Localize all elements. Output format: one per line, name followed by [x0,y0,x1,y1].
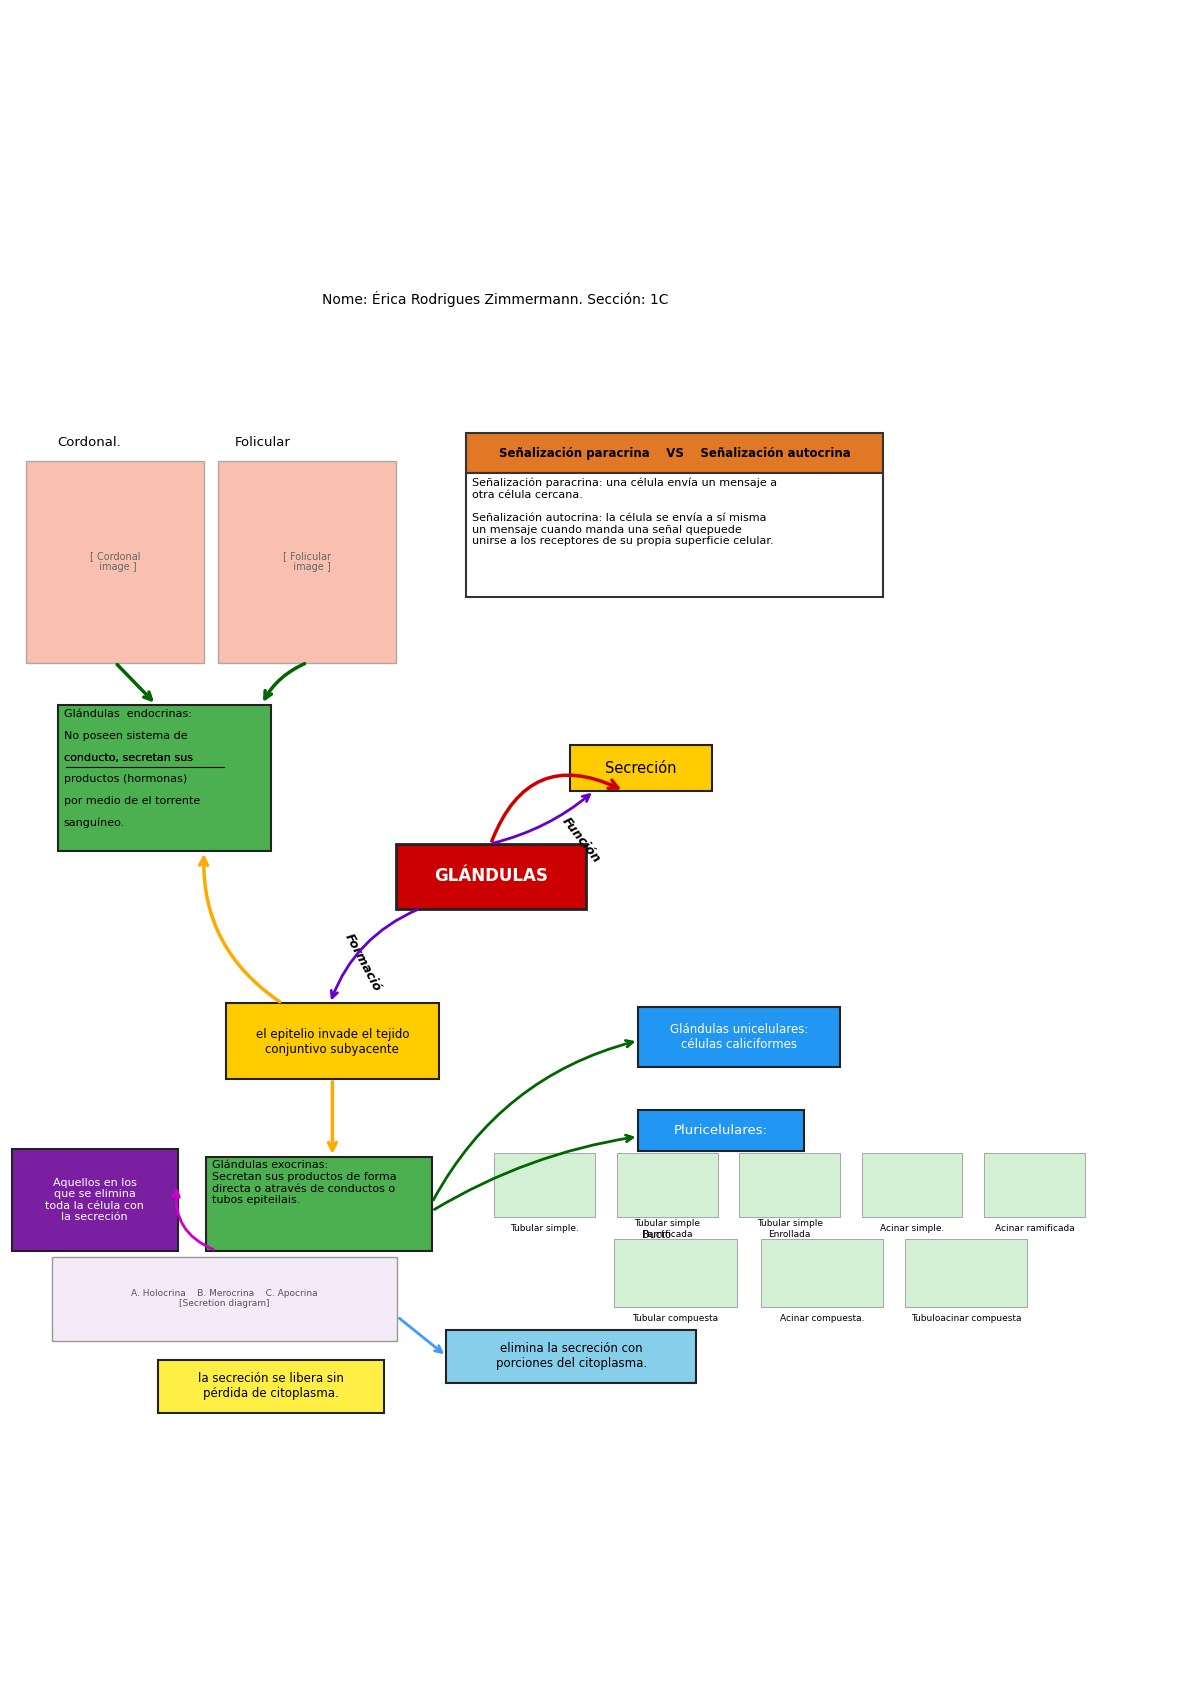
FancyBboxPatch shape [396,843,586,908]
FancyBboxPatch shape [494,1154,595,1217]
FancyBboxPatch shape [26,462,204,662]
FancyBboxPatch shape [905,1239,1027,1307]
FancyBboxPatch shape [226,1003,439,1079]
Text: Tubular simple
Ramificada: Tubular simple Ramificada [635,1218,701,1239]
Text: GLÁNDULAS: GLÁNDULAS [434,867,547,886]
FancyBboxPatch shape [570,745,712,791]
Text: Pluricelulares:: Pluricelulares: [674,1123,768,1137]
FancyBboxPatch shape [614,1239,737,1307]
Text: el epitelio invade el tejido
conjuntivo subyacente: el epitelio invade el tejido conjuntivo … [256,1028,409,1056]
FancyBboxPatch shape [862,1154,962,1217]
Text: A. Holocrina    B. Merocrina    C. Apocrina
[Secretion diagram]: A. Holocrina B. Merocrina C. Apocrina [S… [131,1288,318,1308]
FancyBboxPatch shape [158,1359,384,1412]
FancyBboxPatch shape [617,1154,718,1217]
Text: conducto, secretan sus: conducto, secretan sus [64,752,192,762]
FancyBboxPatch shape [739,1154,840,1217]
FancyBboxPatch shape [466,473,883,597]
Text: Acinar simple.: Acinar simple. [880,1225,944,1234]
FancyBboxPatch shape [52,1256,397,1341]
Text: Acinar compuesta.: Acinar compuesta. [780,1315,864,1324]
Text: Ducto: Ducto [642,1230,671,1241]
Text: Formació: Formació [342,932,383,994]
Text: Acinar ramificada: Acinar ramificada [995,1225,1074,1234]
FancyBboxPatch shape [12,1149,178,1251]
Text: Tubular compuesta: Tubular compuesta [632,1315,719,1324]
Text: Señalización paracrina: una célula envía un mensaje a
otra célula cercana.

Seña: Señalización paracrina: una célula envía… [472,477,776,546]
Text: Cordonal.: Cordonal. [58,436,121,450]
FancyBboxPatch shape [58,704,271,850]
FancyBboxPatch shape [218,462,396,662]
Text: [ Folicular
   image ]: [ Folicular image ] [283,552,331,572]
Text: Aquellos en los
que se elimina
toda la célula con
la secreción: Aquellos en los que se elimina toda la c… [46,1178,144,1222]
Text: Tubular simple.: Tubular simple. [510,1225,580,1234]
Text: Glándulas  endocrinas:: Glándulas endocrinas: [64,709,192,720]
Text: Nome: Érica Rodrigues Zimmermann. Sección: 1C: Nome: Érica Rodrigues Zimmermann. Secció… [322,290,668,307]
FancyBboxPatch shape [638,1006,840,1067]
FancyBboxPatch shape [206,1157,432,1251]
Text: No poseen sistema de: No poseen sistema de [64,731,187,742]
FancyBboxPatch shape [984,1154,1085,1217]
Text: conducto, secretan sus: conducto, secretan sus [64,752,192,762]
Text: Señalización paracrina    VS    Señalización autocrina: Señalización paracrina VS Señalización a… [498,446,851,460]
FancyBboxPatch shape [761,1239,883,1307]
Text: Función: Función [559,815,602,865]
Text: Secreción: Secreción [605,760,677,776]
Text: Glándulas exocrinas:
Secretan sus productos de forma
directa o através de conduc: Glándulas exocrinas: Secretan sus produc… [212,1161,397,1205]
Text: sanguíneo.: sanguíneo. [64,818,125,828]
Text: [ Cordonal
  image ]: [ Cordonal image ] [90,552,140,572]
Text: productos (hormonas): productos (hormonas) [64,774,187,784]
Text: elimina la secreción con
porciones del citoplasma.: elimina la secreción con porciones del c… [496,1342,647,1369]
Text: Glándulas unicelulares:
células caliciformes: Glándulas unicelulares: células calicifo… [670,1023,809,1050]
Text: Tubuloacinar compuesta: Tubuloacinar compuesta [911,1315,1021,1324]
Text: por medio de el torrente: por medio de el torrente [64,796,200,806]
FancyBboxPatch shape [638,1110,804,1151]
Text: la secreción se libera sin
pérdida de citoplasma.: la secreción se libera sin pérdida de ci… [198,1373,344,1400]
FancyBboxPatch shape [466,433,883,473]
Text: Tubular simple
Enrollada: Tubular simple Enrollada [757,1218,823,1239]
Text: Folicular: Folicular [235,436,292,450]
FancyBboxPatch shape [446,1330,696,1383]
